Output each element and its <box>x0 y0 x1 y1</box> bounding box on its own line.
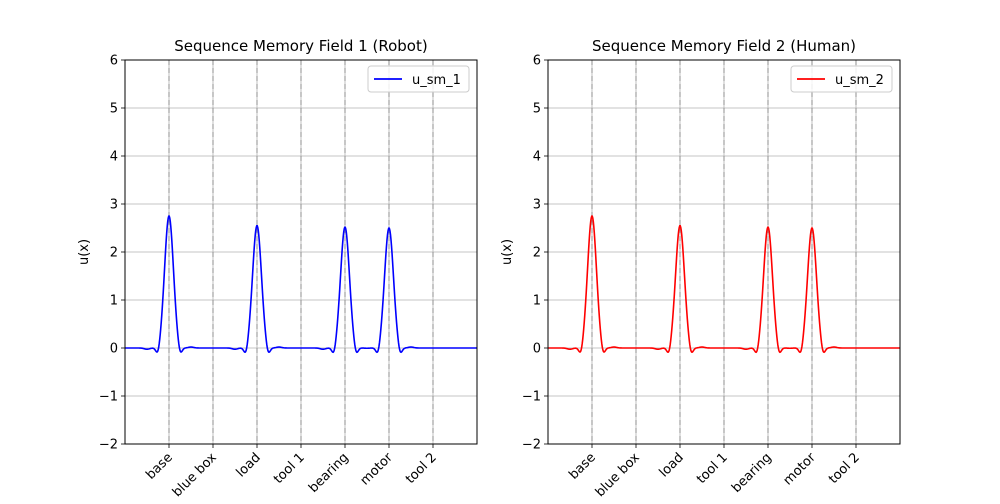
y-tick-label: 2 <box>533 246 541 261</box>
y-tick-label: 4 <box>533 150 541 165</box>
x-tick-label: tool 1 <box>271 450 308 487</box>
y-tick-label: 6 <box>110 54 118 69</box>
y-tick-label: 1 <box>533 294 541 309</box>
x-tick-label: blue box <box>170 450 220 500</box>
y-tick-label: −1 <box>522 390 541 405</box>
legend-label: u_sm_1 <box>412 73 461 88</box>
legend-box <box>790 65 893 93</box>
legend: u_sm_2 <box>790 65 893 93</box>
y-axis-label: u(x) <box>77 239 92 265</box>
y-tick-label: 0 <box>110 342 118 357</box>
x-tick-label: motor <box>781 450 820 489</box>
y-tick-label: 6 <box>533 54 541 69</box>
x-tick-label: bearing <box>306 450 352 496</box>
y-tick-label: −2 <box>522 438 541 453</box>
y-tick-label: −1 <box>99 390 118 405</box>
y-tick-label: 5 <box>533 102 541 117</box>
x-tick-label: motor <box>358 450 397 489</box>
series-line-u_sm_1 <box>125 215 477 354</box>
y-tick-label: 0 <box>533 342 541 357</box>
x-tick-label: tool 1 <box>694 450 731 487</box>
chart-title: Sequence Memory Field 2 (Human) <box>592 37 856 55</box>
x-tick-label: blue box <box>593 450 643 500</box>
x-tick-label: tool 2 <box>403 450 440 487</box>
series-line-u_sm_2 <box>548 215 900 354</box>
y-axis-label: u(x) <box>500 239 515 265</box>
y-tick-label: 5 <box>110 102 118 117</box>
y-tick-label: −2 <box>99 438 118 453</box>
x-tick-label: base <box>566 450 599 483</box>
y-tick-label: 3 <box>110 198 118 213</box>
y-tick-label: 1 <box>110 294 118 309</box>
chart-title: Sequence Memory Field 1 (Robot) <box>174 37 427 55</box>
x-tick-label: tool 2 <box>826 450 863 487</box>
x-tick-label: bearing <box>729 450 775 496</box>
x-tick-label: base <box>143 450 176 483</box>
legend-label: u_sm_2 <box>835 73 884 88</box>
y-tick-label: 3 <box>533 198 541 213</box>
y-tick-label: 4 <box>110 150 118 165</box>
legend: u_sm_1 <box>367 65 470 93</box>
y-tick-label: 2 <box>110 246 118 261</box>
x-tick-label: load <box>657 450 687 480</box>
x-tick-label: load <box>234 450 264 480</box>
legend-box <box>367 65 470 93</box>
